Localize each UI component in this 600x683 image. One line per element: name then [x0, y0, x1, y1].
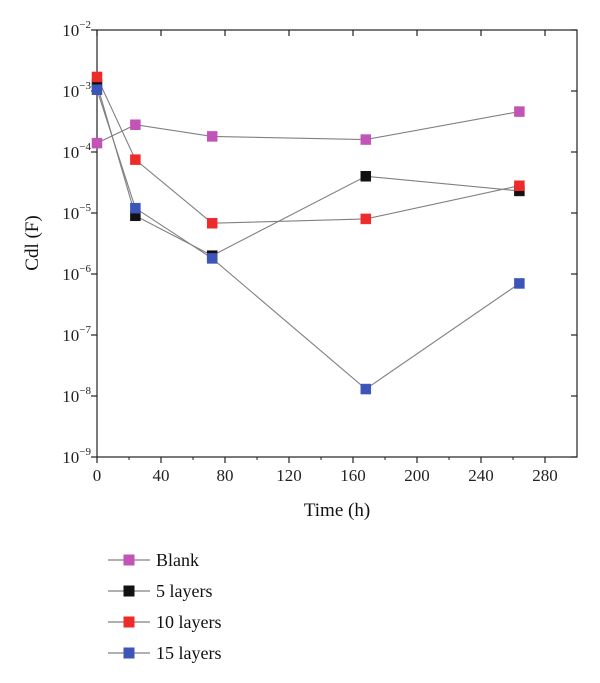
x-tick-label: 40 — [153, 466, 170, 485]
y-tick-label: 10−9 — [62, 446, 91, 467]
x-axis: 0 40 80 120 160 200 240 280 — [93, 30, 558, 485]
data-point — [91, 84, 103, 95]
data-point — [206, 253, 218, 264]
data-point — [206, 131, 218, 142]
x-axis-label: Time (h) — [304, 500, 370, 521]
legend-label: 15 layers — [156, 643, 221, 663]
y-tick-base: 10 — [62, 21, 79, 40]
y-tick-exponent: −8 — [79, 385, 91, 397]
x-tick-label: 80 — [217, 466, 234, 485]
x-tick-label: 240 — [468, 466, 494, 485]
data-point — [514, 106, 525, 117]
data-point — [91, 71, 103, 83]
y-tick-exponent: −9 — [79, 446, 91, 458]
data-point — [514, 278, 525, 289]
y-tick-label: 10−8 — [62, 385, 91, 406]
y-axis-label: Cdl (F) — [22, 215, 43, 270]
y-tick-label: 10−4 — [62, 141, 91, 162]
y-tick-base: 10 — [62, 82, 79, 101]
y-tick-exponent: −5 — [79, 202, 91, 214]
series-lines — [96, 76, 520, 390]
legend-marker — [123, 554, 135, 566]
y-tick-base: 10 — [62, 265, 79, 284]
x-tick-label: 0 — [93, 466, 102, 485]
y-tick-base: 10 — [62, 448, 79, 467]
y-tick-label: 10−6 — [62, 263, 91, 284]
x-tick-label: 280 — [532, 466, 558, 485]
series-line-1 — [96, 83, 520, 257]
legend: Blank 5 layers 10 layers 15 layers — [108, 550, 221, 663]
data-point — [360, 383, 372, 395]
data-point — [91, 137, 103, 149]
y-axis: 10−910−810−710−610−510−410−310−2 — [62, 19, 577, 467]
legend-marker — [123, 616, 135, 628]
legend-label: Blank — [156, 550, 199, 570]
x-tick-label: 160 — [340, 466, 366, 485]
y-tick-label: 10−3 — [62, 80, 91, 101]
data-point — [130, 202, 141, 214]
y-tick-label: 10−5 — [62, 202, 91, 223]
data-point — [514, 180, 525, 191]
data-point — [360, 213, 372, 225]
y-tick-exponent: −3 — [79, 80, 91, 92]
series-line-3 — [96, 89, 520, 390]
legend-label: 10 layers — [156, 612, 221, 632]
legend-marker — [123, 585, 135, 597]
series-markers — [91, 71, 525, 395]
series-line-2 — [96, 76, 520, 224]
data-point — [360, 171, 372, 182]
x-tick-label: 120 — [276, 466, 302, 485]
y-tick-base: 10 — [62, 387, 79, 406]
y-tick-exponent: −7 — [79, 324, 91, 336]
y-tick-base: 10 — [62, 143, 79, 162]
x-tick-label: 200 — [404, 466, 430, 485]
data-point — [360, 134, 372, 145]
y-tick-base: 10 — [62, 204, 79, 223]
y-tick-exponent: −6 — [79, 263, 91, 275]
y-tick-label: 10−2 — [62, 19, 91, 40]
legend-marker — [123, 647, 135, 659]
y-tick-exponent: −4 — [79, 141, 91, 153]
y-tick-exponent: −2 — [79, 19, 91, 31]
y-tick-base: 10 — [62, 326, 79, 345]
legend-label: 5 layers — [156, 581, 212, 601]
plot-frame — [96, 29, 578, 458]
data-point — [130, 119, 141, 130]
data-point — [206, 217, 218, 229]
series-line-0 — [96, 111, 520, 144]
data-point — [130, 154, 141, 165]
y-tick-label: 10−7 — [62, 324, 91, 345]
